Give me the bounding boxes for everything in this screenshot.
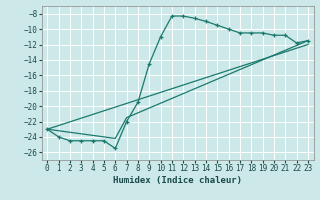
X-axis label: Humidex (Indice chaleur): Humidex (Indice chaleur) [113,176,242,185]
